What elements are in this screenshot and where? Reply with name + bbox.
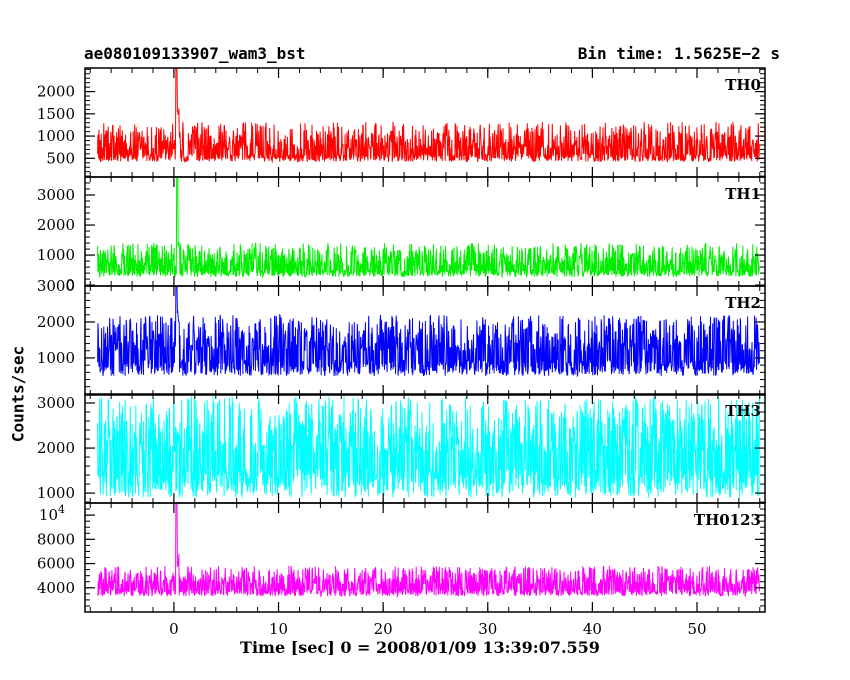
panel-label: TH2 — [725, 294, 761, 312]
series-th0123 — [97, 503, 760, 598]
x-tick-label: 10 — [269, 620, 288, 638]
y-tick-label: 2000 — [37, 83, 75, 101]
series-th3 — [97, 396, 760, 499]
x-axis-label: Time [sec] 0 = 2008/01/09 13:39:07.559 — [240, 638, 600, 657]
series-th2 — [97, 286, 760, 378]
series-th0 — [97, 68, 760, 164]
y-tick-label: 2000 — [37, 439, 75, 457]
y-tick-label: 1500 — [37, 105, 75, 123]
y-tick-label: 1000 — [37, 246, 75, 264]
panel-th0: 500 1000 1500 2000 TH0 — [37, 67, 766, 178]
y-tick-label: 2000 — [37, 216, 75, 234]
panel-label: TH3 — [725, 402, 761, 420]
panel-th1: 0 1000 2000 3000 TH1 — [37, 176, 766, 294]
x-axis-label-container: Time [sec] 0 = 2008/01/09 13:39:07.559 — [0, 638, 850, 657]
x-tick-label: 30 — [478, 620, 497, 638]
panel-frame — [84, 502, 766, 613]
y-axis-label: Counts/sec — [8, 345, 28, 443]
y-tick-label: 3000 — [37, 186, 75, 204]
panel-th3: 1000 2000 3000 TH3 — [37, 393, 766, 504]
chart-title: ae080109133907_wam3_bst — [84, 44, 306, 63]
y-tick-label: 4000 — [37, 579, 75, 597]
y-tick-label: 1000 — [37, 349, 75, 367]
y-tick-label: 1000 — [37, 484, 75, 502]
panel-label: TH0123 — [694, 511, 761, 529]
bin-time-label: Bin time: 1.5625E−2 s — [577, 44, 780, 63]
x-tick-label: 0 — [169, 620, 179, 638]
y-tick-label: 0 — [65, 276, 75, 294]
panel-label: TH1 — [725, 185, 761, 203]
panel-th2: 1000 2000 3000 TH2 — [37, 277, 766, 396]
y-tick-label: 6000 — [37, 555, 75, 573]
x-tick-label: 20 — [374, 620, 393, 638]
y-tick-label: 3000 — [37, 277, 75, 295]
y-tick-label: 3000 — [37, 394, 75, 412]
panel-th0123: 4000 6000 8000 104 TH0123 — [37, 502, 766, 613]
y-tick-label: 500 — [46, 149, 75, 167]
series-th1 — [97, 177, 760, 279]
y-tick-label: 2000 — [37, 313, 75, 331]
y-tick-label: 1000 — [37, 127, 75, 145]
x-tick-label: 40 — [583, 620, 602, 638]
y-tick-label: 104 — [39, 503, 65, 524]
panel-label: TH0 — [725, 76, 761, 94]
x-tick-label: 50 — [687, 620, 706, 638]
y-tick-label: 8000 — [37, 530, 75, 548]
